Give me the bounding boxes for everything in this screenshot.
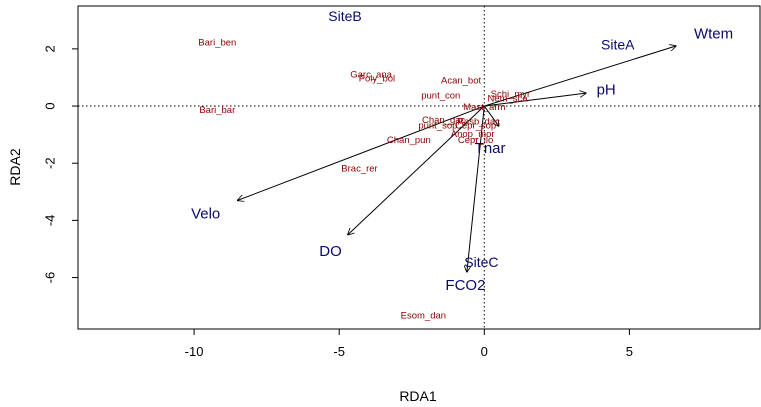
species-label: Bari_bar bbox=[199, 105, 235, 116]
site-label: SiteB bbox=[328, 8, 361, 24]
x-tick-label: -5 bbox=[333, 344, 345, 359]
x-tick-label: -10 bbox=[185, 344, 204, 359]
species-label: Bari_ben bbox=[198, 38, 236, 49]
site-label: SiteC bbox=[464, 254, 498, 270]
species-label: Schi_myr bbox=[491, 89, 531, 100]
species-label: Mast_arm bbox=[463, 102, 505, 113]
species-label: Cepr_sop bbox=[455, 121, 496, 132]
species-label: Poly_bol bbox=[359, 73, 395, 84]
vector-arrow bbox=[483, 105, 499, 126]
y-tick-label: -2 bbox=[42, 157, 57, 169]
vector-arrow bbox=[484, 46, 676, 107]
vector-label: FCO2 bbox=[445, 277, 485, 294]
vector-arrow bbox=[484, 93, 586, 107]
y-tick-label: -4 bbox=[42, 215, 57, 227]
species-label: punt_sop bbox=[418, 121, 457, 132]
vector-label: Wtem bbox=[694, 26, 733, 43]
axis-ticks: -10 -5 0 5 -6 -4 -2 0 2 bbox=[42, 45, 633, 359]
y-tick-label: -6 bbox=[42, 272, 57, 284]
plot-frame bbox=[77, 5, 761, 330]
species-label: Anop_mor bbox=[451, 129, 495, 140]
species-label: Brac_rer bbox=[341, 163, 377, 174]
environmental-labels: Wtem pH Velo DO FCO2 Tnar bbox=[191, 26, 733, 295]
species-label: Chan_pun bbox=[387, 135, 431, 146]
x-tick-label: 5 bbox=[626, 344, 633, 359]
y-axis-title: RDA2 bbox=[7, 148, 23, 186]
species-label: Cepr_ilo bbox=[458, 135, 493, 146]
vector-arrow bbox=[348, 105, 485, 235]
vector-label: pH bbox=[597, 81, 616, 98]
species-label: Rasb_dac bbox=[457, 116, 500, 127]
y-tick-label: 0 bbox=[42, 102, 57, 109]
species-label: Nem_sca bbox=[487, 93, 528, 104]
species-label: Chan_gac bbox=[422, 115, 466, 126]
vector-arrow bbox=[238, 105, 485, 200]
vector-arrow bbox=[467, 105, 485, 272]
species-label: Acan_bot bbox=[441, 75, 482, 86]
x-axis-title: RDA1 bbox=[399, 388, 437, 404]
reference-lines bbox=[78, 6, 760, 329]
vector-label: Velo bbox=[191, 206, 220, 223]
species-label: punt_con bbox=[421, 91, 460, 102]
vector-label: DO bbox=[319, 243, 342, 260]
site-labels: SiteB SiteA SiteC bbox=[328, 8, 635, 270]
x-tick-label: 0 bbox=[481, 344, 488, 359]
site-label: SiteA bbox=[601, 37, 635, 53]
y-tick-label: 2 bbox=[42, 45, 57, 52]
environmental-vectors bbox=[238, 46, 676, 272]
species-label: Garc_ana bbox=[350, 70, 392, 81]
species-label: Esom_dan bbox=[401, 311, 446, 322]
vector-label: Tnar bbox=[475, 140, 506, 157]
